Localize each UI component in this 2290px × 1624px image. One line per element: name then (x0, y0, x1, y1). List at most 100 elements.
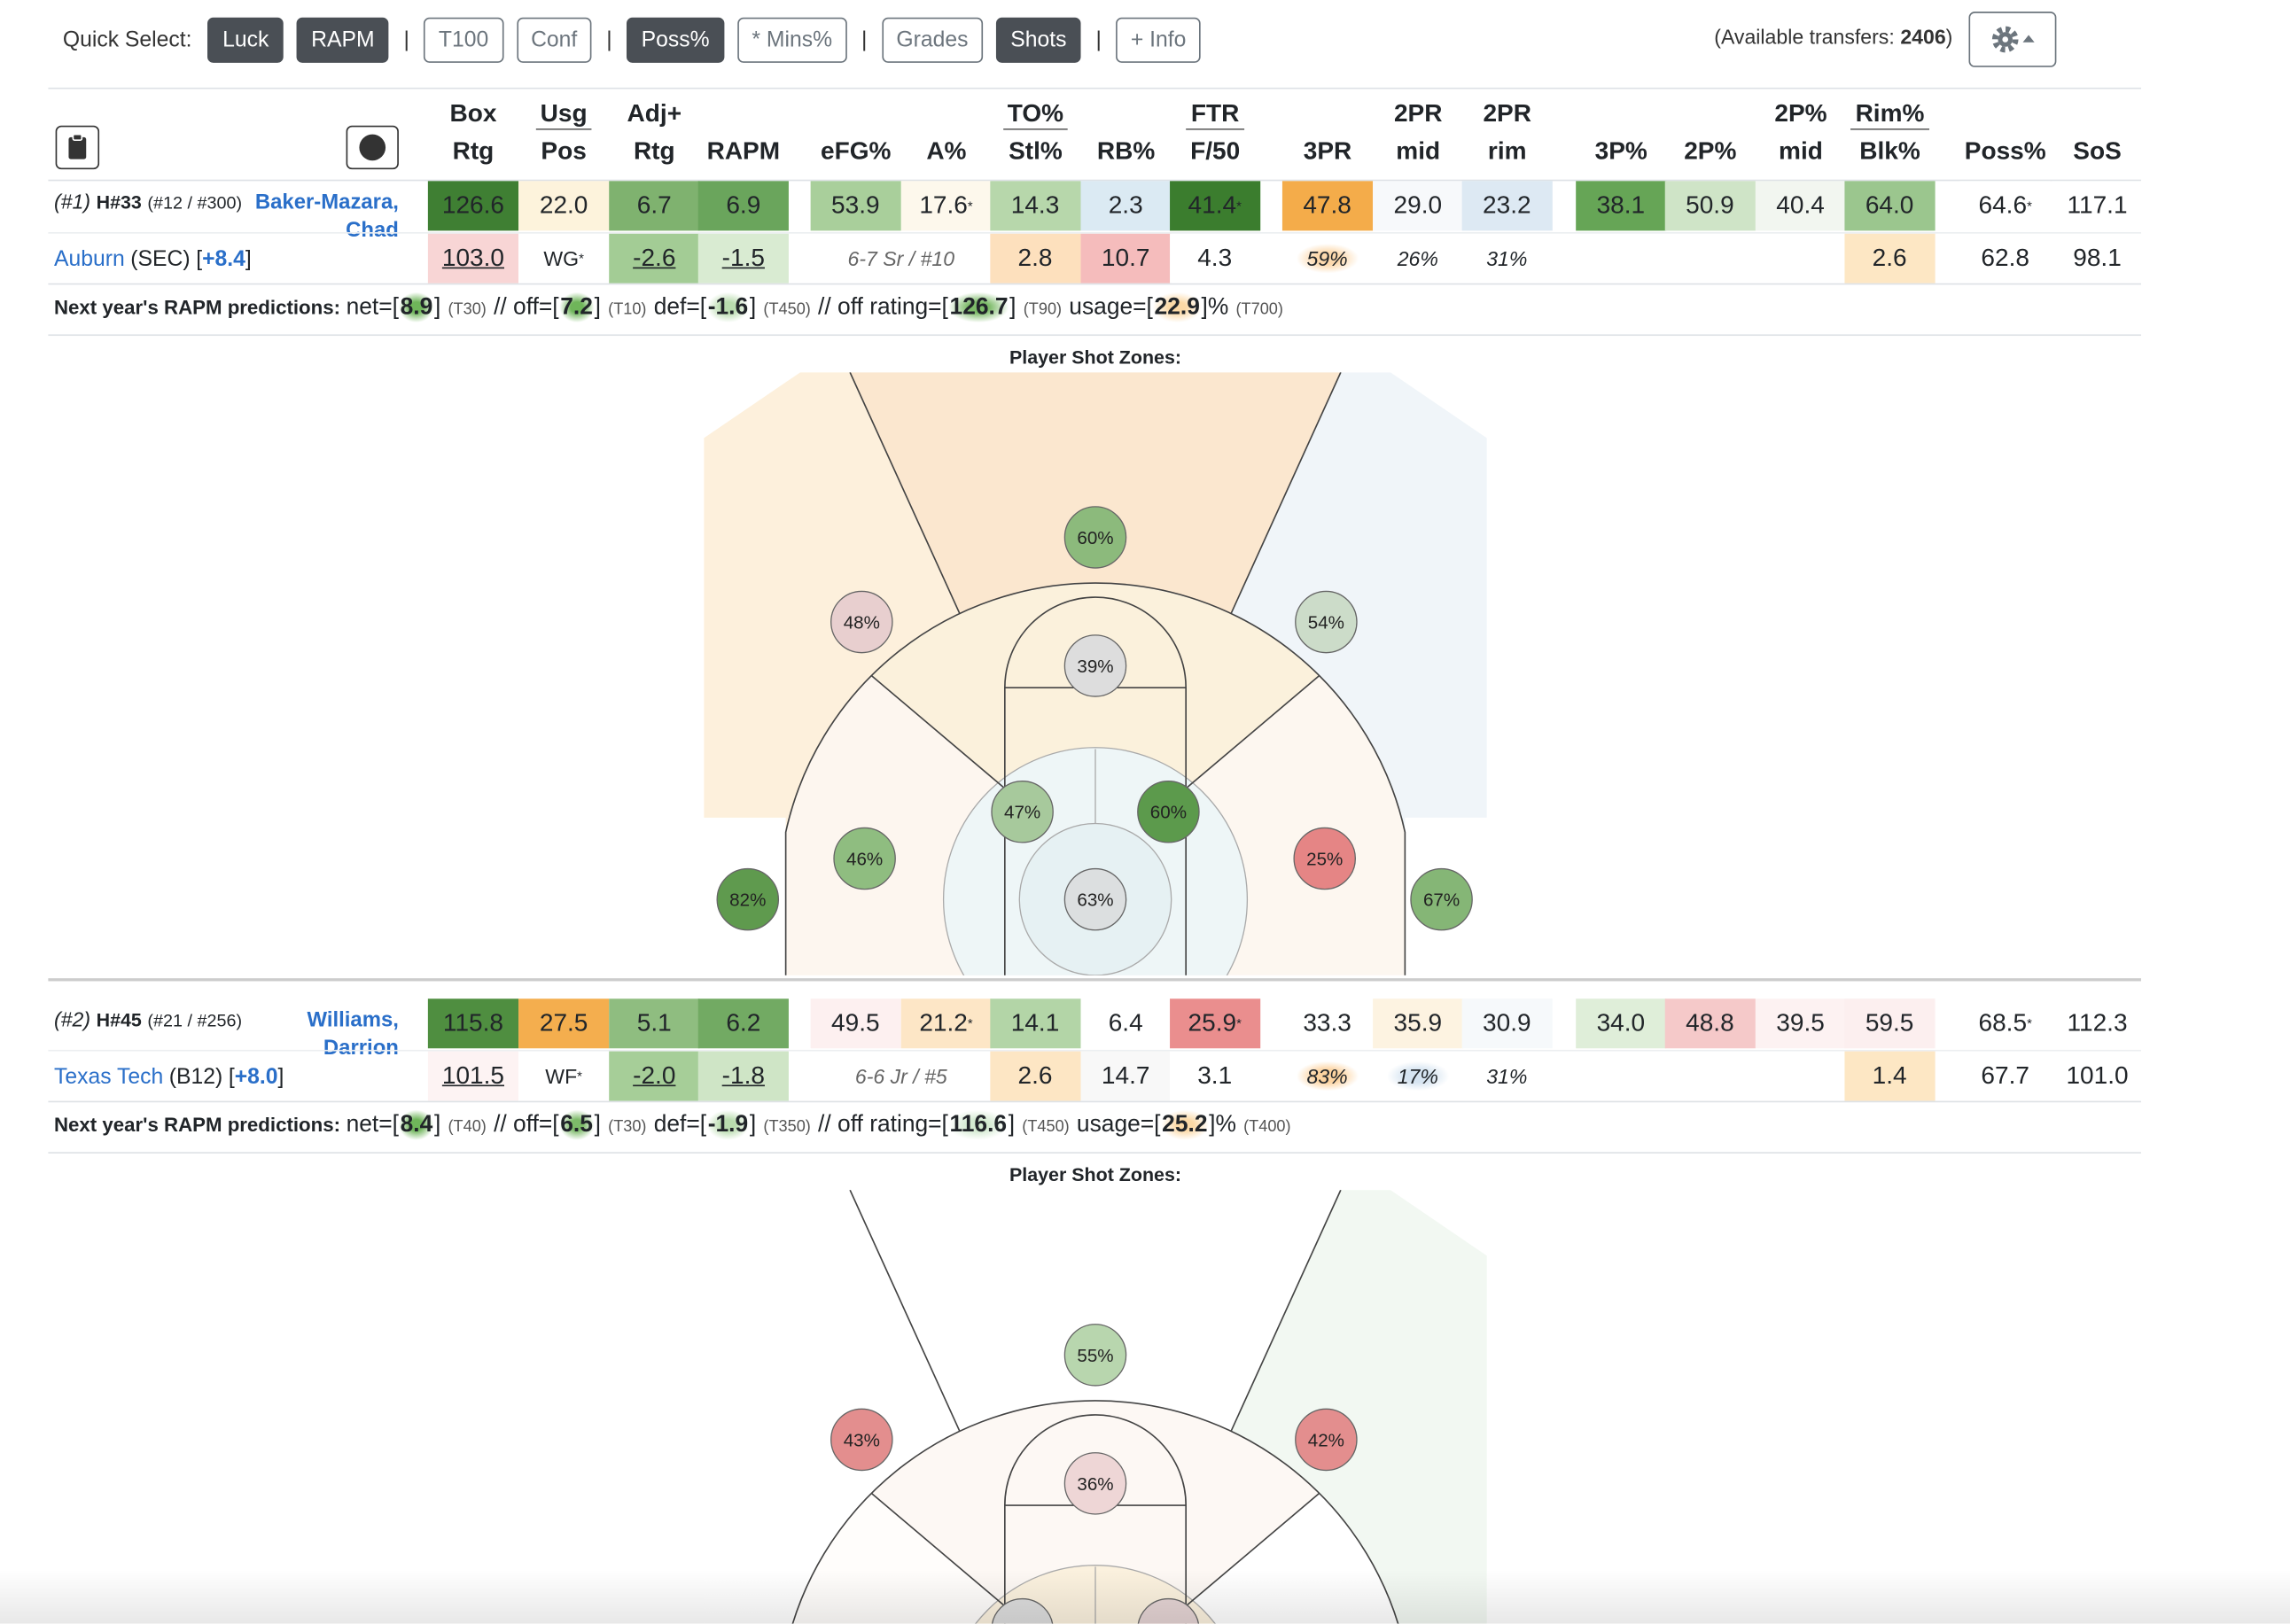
column-header: 2P% (1684, 136, 1737, 166)
stat-value: 6-7 Sr / #10 (847, 246, 955, 270)
stat-value: 101.5 (441, 1061, 504, 1090)
zone-label: 42% (1308, 1430, 1344, 1450)
stat-value: 6.7 (636, 190, 672, 220)
column-header: Rtg (452, 136, 495, 166)
stat-cell: 117.1 (2052, 181, 2143, 231)
zone-marker (1137, 781, 1200, 843)
stat-value: 49.5 (831, 1008, 880, 1037)
prediction-suffix: ] (594, 294, 601, 320)
stat-value: 53.9 (831, 190, 880, 220)
zone-marker (1063, 634, 1127, 697)
bracket: [ (196, 246, 203, 272)
stat-value: 10.7 (1101, 244, 1150, 272)
zone-label: 46% (846, 849, 883, 869)
stat-cell: 112.3 (2052, 998, 2143, 1049)
quick-select-button[interactable]: Shots (995, 17, 1081, 63)
zone-label: 55% (1077, 1346, 1113, 1366)
quick-select-label: Quick Select: (62, 27, 192, 53)
prediction-prefix: // off rating=[ (818, 294, 948, 320)
stat-value: 115.8 (442, 1008, 503, 1037)
stat-value: -1.5 (721, 244, 765, 272)
zone-marker (1295, 1408, 1358, 1472)
stat-cell: -1.5 (697, 233, 789, 284)
player-header: (#1) H#33 (#12 / #300) Baker-Mazara, Chad (54, 190, 399, 242)
player-team: Texas Tech (B12) [+8.0] (54, 1064, 284, 1089)
column-header: Rtg (633, 136, 675, 166)
player-header: (#2) H#45 (#21 / #256) Williams, Darrion (54, 1007, 399, 1060)
stat-value: 17.6 (919, 190, 968, 220)
stat-cell: WF * (518, 1051, 610, 1101)
column-header: mid (1396, 136, 1441, 166)
zone-marker (833, 827, 896, 890)
stat-cell: 31% (1461, 233, 1552, 284)
prediction-value: 8.4 (398, 1109, 434, 1141)
stat-cell: 115.8 (427, 998, 519, 1049)
quick-select-button[interactable]: Poss% (627, 17, 725, 63)
stat-cell: 30.9 (1461, 998, 1552, 1049)
zone-marker (1063, 867, 1127, 931)
settings-button[interactable] (1968, 12, 2057, 67)
team-name[interactable]: Auburn (53, 246, 125, 272)
court-line (849, 372, 961, 614)
stat-value: 26% (1387, 244, 1449, 274)
player-subrank: (#21 / #256) (147, 1010, 243, 1031)
stat-value: 103.0 (441, 244, 504, 272)
stat-value: 2.6 (1017, 1061, 1053, 1090)
zone-label: 36% (1077, 1474, 1113, 1495)
quick-select-button[interactable]: * Mins% (736, 17, 847, 63)
player-name[interactable]: Baker-Mazara, Chad (254, 190, 399, 243)
stat-value: 6.4 (1108, 1008, 1143, 1037)
quick-select-button[interactable]: Conf (516, 17, 592, 63)
stat-cell: 6-6 Jr / #5 (810, 1051, 992, 1101)
stat-value: 22.0 (539, 190, 588, 220)
stat-cell: 68.5 * (1959, 998, 2051, 1049)
header-text: TO% (1002, 99, 1069, 130)
quick-select-button[interactable]: T100 (424, 17, 503, 63)
column-header-top: 2PR (1462, 99, 1553, 128)
stat-note: * (967, 1016, 973, 1031)
stat-cell: -2.0 (609, 1051, 700, 1101)
divider (48, 179, 2141, 182)
header-text: FTR (1186, 99, 1244, 130)
stat-cell: 2.3 (1080, 181, 1171, 231)
header-text: Rim% (1850, 99, 1929, 130)
prediction-suffix: ] (749, 1112, 757, 1138)
stat-value: 6.9 (726, 190, 761, 220)
player-id: H#45 (96, 1008, 142, 1031)
quick-select-button[interactable]: Luck (207, 17, 284, 63)
zone-label: 60% (1077, 528, 1113, 548)
column-header-top: Rim% (1844, 99, 1935, 130)
prediction-suffix: ] (749, 294, 757, 320)
row-divider (48, 1049, 2141, 1052)
stat-cell: 126.6 (427, 181, 519, 231)
stat-cell: 64.0 (1844, 181, 1935, 231)
stat-cell: 2.6 (1844, 233, 1935, 284)
stat-note: * (1236, 1016, 1242, 1031)
quick-select-button[interactable]: + Info (1116, 17, 1201, 63)
stat-cell: 53.9 (810, 181, 900, 231)
prediction-rank: (T30) (608, 1118, 647, 1137)
stat-cell: 2.8 (990, 233, 1080, 284)
zone-label: 63% (1077, 890, 1113, 911)
court-line (1230, 1190, 1342, 1432)
team-name[interactable]: Texas Tech (53, 1064, 164, 1090)
copy-button[interactable] (55, 125, 100, 170)
stat-value: -1.8 (721, 1061, 765, 1090)
stat-value: 14.7 (1101, 1061, 1150, 1090)
stat-value: 6-6 Jr / #5 (854, 1064, 947, 1088)
stat-cell: 23.2 (1461, 181, 1552, 231)
court-line (1230, 372, 1342, 614)
stat-cell: 39.5 (1755, 998, 1846, 1049)
prediction-suffix: ] (433, 1112, 441, 1138)
court-line (871, 1493, 1006, 1607)
player-name[interactable]: Williams, Darrion (307, 1008, 399, 1061)
quick-select-button[interactable]: Grades (881, 17, 983, 63)
zone-marker (830, 590, 893, 654)
stat-value: -2.6 (633, 244, 676, 272)
stat-value: 34.0 (1596, 1008, 1646, 1037)
separator: | (861, 27, 868, 53)
stat-value: 2.8 (1017, 244, 1053, 272)
quick-select-button[interactable]: RAPM (296, 17, 390, 63)
record-button[interactable] (346, 125, 399, 170)
stat-cell: 2.6 (990, 1051, 1080, 1101)
